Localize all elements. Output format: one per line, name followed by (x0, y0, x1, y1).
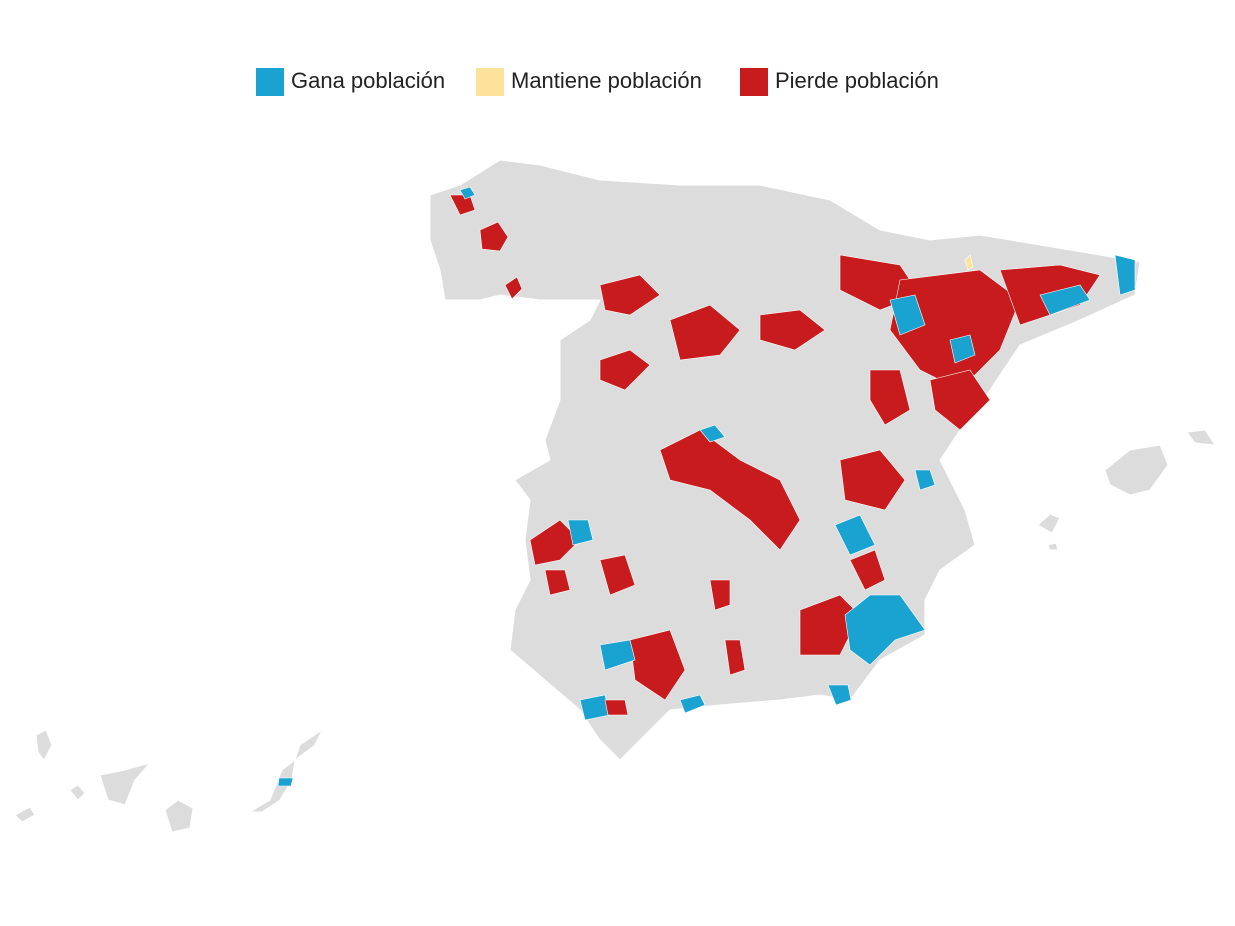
land (14, 159, 1217, 833)
region (889, 269, 1021, 391)
mainland (429, 159, 1141, 761)
island (1047, 542, 1059, 551)
legend-swatch (256, 68, 284, 96)
region (604, 699, 629, 716)
region (599, 349, 651, 391)
island (1037, 513, 1061, 534)
island (248, 728, 324, 813)
island (69, 784, 86, 801)
region (599, 554, 636, 596)
legend: Gana población Mantiene población Pierde… (256, 68, 939, 96)
region (827, 684, 852, 706)
island (1104, 444, 1169, 496)
region (659, 429, 801, 551)
region (759, 309, 826, 351)
region (599, 274, 661, 316)
region (889, 294, 926, 336)
region (929, 369, 991, 431)
region (709, 579, 731, 611)
legend-label: Mantiene población (511, 68, 702, 93)
island (164, 799, 194, 833)
region (599, 639, 636, 671)
island (14, 806, 36, 823)
region (914, 469, 936, 491)
region (1114, 254, 1136, 296)
island (35, 729, 53, 761)
region (849, 549, 886, 591)
region (869, 369, 911, 426)
region (459, 186, 476, 200)
region (669, 304, 741, 361)
region (567, 519, 594, 546)
regions (277, 186, 1136, 787)
region (629, 629, 686, 701)
region (504, 276, 523, 300)
region (479, 221, 509, 252)
region (1039, 284, 1091, 316)
region (834, 514, 876, 556)
legend-swatch (476, 68, 504, 96)
region (544, 569, 571, 596)
region (679, 694, 706, 714)
legend-label: Gana población (291, 68, 445, 93)
legend-swatch (740, 68, 768, 96)
region (949, 334, 976, 364)
region (964, 254, 974, 271)
region (724, 639, 746, 676)
region (844, 594, 926, 666)
region (699, 424, 726, 443)
island (1186, 429, 1217, 446)
legend-label: Pierde población (775, 68, 939, 93)
region (529, 519, 581, 566)
region (839, 449, 906, 511)
region (277, 777, 294, 787)
island (99, 762, 152, 806)
